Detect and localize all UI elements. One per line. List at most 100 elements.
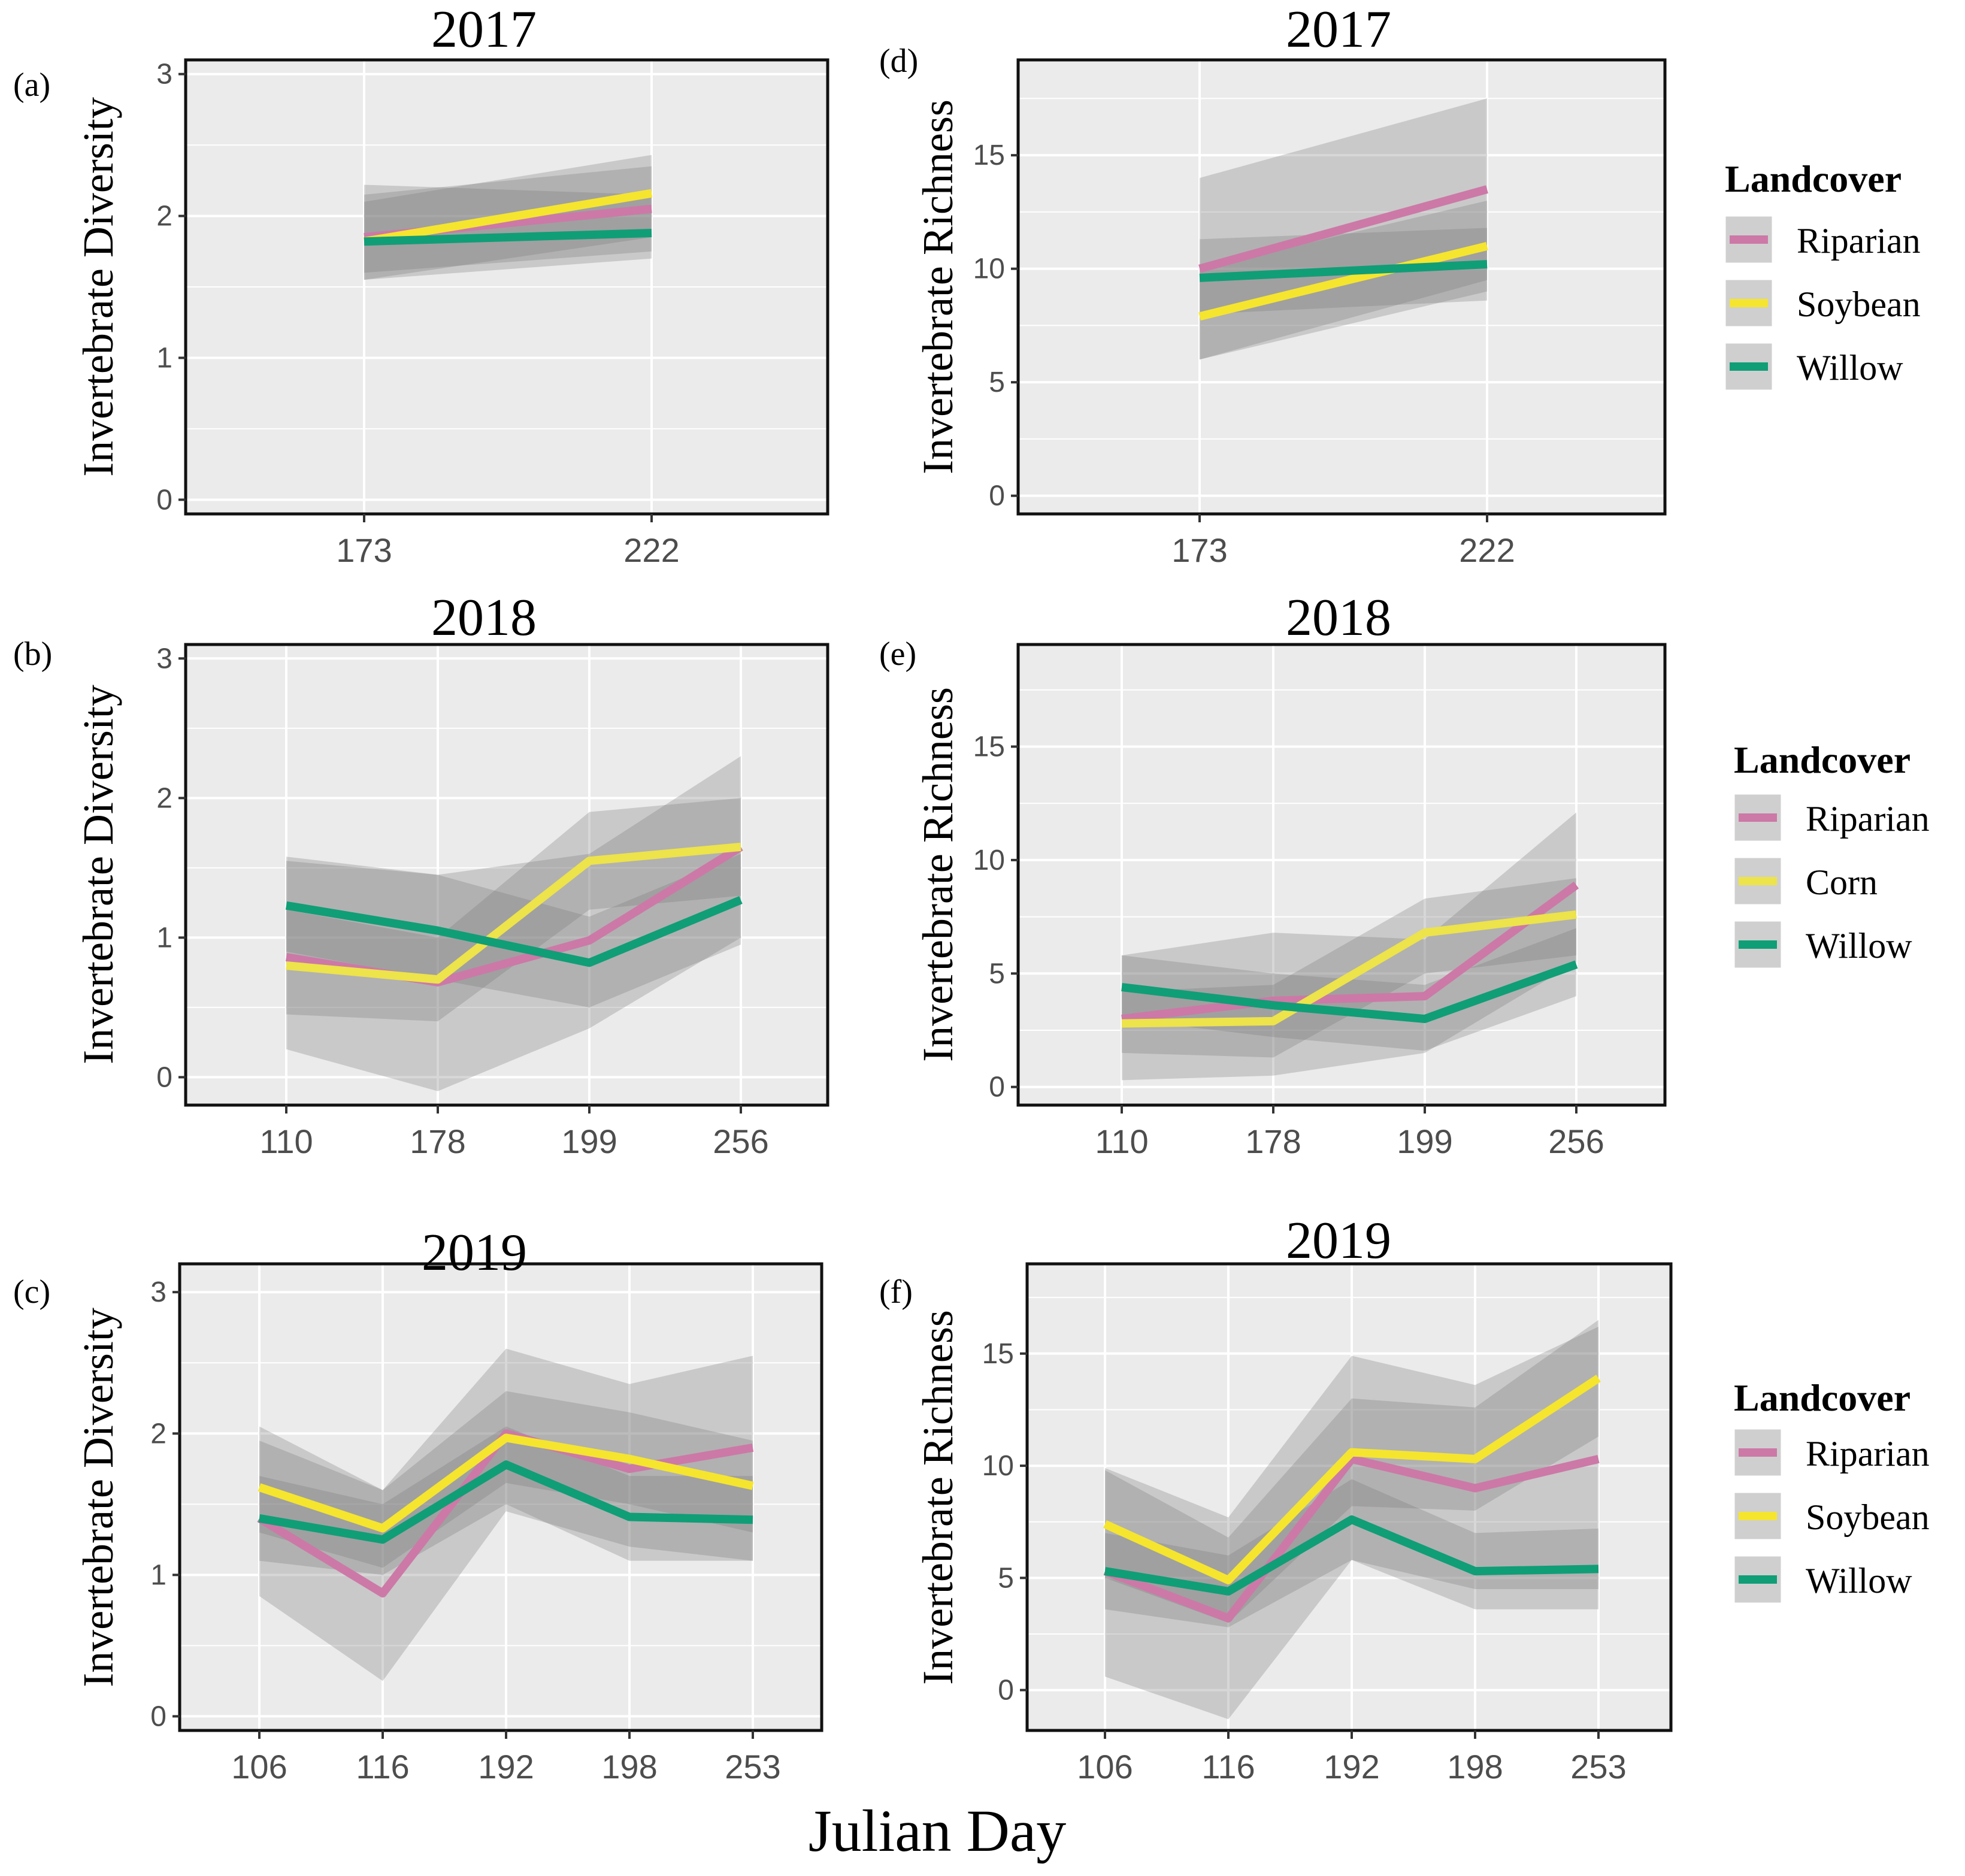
legend-1-title: Landcover <box>1725 158 1902 200</box>
panel-d-background <box>1018 60 1665 514</box>
panel-d-x-tick-label: 173 <box>1171 531 1227 569</box>
panel-b: 0 1 2 3 110 178 199 256 2018 (b) Invertebrate Dive… <box>13 589 829 1160</box>
panel-e-x-tick-label: 199 <box>1397 1122 1452 1160</box>
figure-x-axis-label: Julian Day <box>809 1798 1066 1864</box>
panel-f-y-tick-label: 10 <box>982 1450 1014 1482</box>
panel-e-x-tick-label: 256 <box>1548 1122 1604 1160</box>
panel-d-y-tick-label: 10 <box>973 253 1005 285</box>
panel-c-border <box>178 1262 823 1732</box>
panel-a-y-tick-label: 1 <box>156 342 172 374</box>
panel-f-y-tick-label: 0 <box>998 1675 1014 1706</box>
legend-1-item-soybean: Soybean <box>1797 285 1921 324</box>
panel-b-border <box>184 643 829 1107</box>
panel-a-y-tick-label: 2 <box>156 201 172 232</box>
panel-d-border <box>1016 58 1667 516</box>
panel-f-y-tick-label: 5 <box>998 1562 1014 1594</box>
panel-b-y-tick-label: 2 <box>156 782 172 814</box>
panel-d: 0 5 10 15 173 222 2017 (d) Invertebrate Richness <box>879 1 1667 569</box>
panel-d-line-willow <box>1199 260 1488 282</box>
panel-a-x-tick-label: 173 <box>336 531 392 569</box>
panel-a-line-willow <box>364 228 652 246</box>
legend-2-title: Landcover <box>1734 739 1910 781</box>
panel-b-x-tick-label: 110 <box>259 1122 313 1160</box>
panel-c-line-willow <box>258 1460 753 1544</box>
panel-e-y-tick-label: 10 <box>973 845 1005 876</box>
panel-b-y-tick-label: 0 <box>156 1061 172 1093</box>
panel-c-x-tick-label: 253 <box>725 1748 780 1786</box>
panel-d-y-tick-label: 0 <box>989 480 1005 512</box>
panel-e-title: 2018 <box>1286 589 1391 647</box>
panel-f-line-riparian <box>1103 1454 1600 1623</box>
legend-2: Landcover Riparian Corn Willow <box>1733 739 1930 970</box>
panel-e-y-tick-label: 0 <box>989 1072 1005 1103</box>
panel-e-ribbon-riparian <box>1122 812 1576 1081</box>
panel-e-y-tick-label: 15 <box>973 731 1005 762</box>
panel-f-background <box>1027 1264 1671 1730</box>
panel-f-line-soybean <box>1103 1375 1601 1585</box>
legend-2-item-willow: Willow <box>1806 926 1912 966</box>
panel-d-y-tick-label: 5 <box>989 367 1005 398</box>
panel-b-x-tick-label: 199 <box>561 1122 617 1160</box>
panel-d-line-soybean <box>1198 241 1488 321</box>
panel-c-x-tick-label: 116 <box>356 1748 409 1786</box>
panel-f-x-tick-label: 116 <box>1201 1748 1255 1786</box>
panel-f-line-willow <box>1104 1515 1599 1596</box>
panel-b-y-tick-label: 3 <box>156 643 172 674</box>
legend-3-item-willow: Willow <box>1806 1561 1912 1600</box>
panel-f-border <box>1025 1262 1673 1732</box>
panel-a-x-tick-label: 222 <box>623 531 679 569</box>
panel-d-line-riparian <box>1198 185 1488 273</box>
panel-c-line-soybean <box>258 1433 754 1533</box>
panel-e-background <box>1018 645 1665 1105</box>
panel-b-x-tick-label: 256 <box>713 1122 768 1160</box>
panel-d-title: 2017 <box>1286 1 1391 59</box>
panel-e-x-tick-label: 178 <box>1245 1122 1301 1160</box>
panel-b-line-willow <box>285 895 743 967</box>
panel-f-x-tick-label: 198 <box>1447 1748 1503 1786</box>
panel-c-title: 2019 <box>422 1224 527 1282</box>
legend-3-item-riparian: Riparian <box>1806 1434 1930 1473</box>
panel-b-y-axis-label: Invertebrate Diversity <box>74 685 122 1064</box>
panel-e-y-tick-label: 5 <box>989 958 1005 990</box>
panel-f: 0 5 10 15 106 116 192 198 253 2019 (f)Invertebrate… <box>879 1212 1673 1786</box>
legend-1-item-riparian: Riparian <box>1797 221 1921 261</box>
panel-e-line-corn <box>1121 910 1577 1028</box>
panel-b-x-tick-label: 178 <box>410 1122 465 1160</box>
legend-3-item-soybean: Soybean <box>1806 1497 1930 1537</box>
panel-f-label: (f) <box>879 1273 913 1311</box>
panel-b-title: 2018 <box>431 589 537 647</box>
panel-d-label: (d) <box>879 43 918 80</box>
panel-f-y-tick-label: 15 <box>982 1338 1014 1370</box>
panel-a-title: 2017 <box>431 1 537 59</box>
legend-2-item-corn: Corn <box>1806 863 1878 902</box>
panel-c-y-tick-label: 3 <box>150 1276 166 1308</box>
panel-c-y-axis-label: Invertebrate Diversity <box>74 1308 122 1687</box>
panel-c-line-riparian <box>257 1429 754 1598</box>
panel-e-line-willow <box>1121 960 1578 1024</box>
panel-c-label: (c) <box>13 1273 50 1311</box>
panel-f-y-axis-label: Invertebrate Richness <box>914 1310 962 1685</box>
panel-f-x-tick-label: 253 <box>1570 1748 1626 1786</box>
legend-1-item-willow: Willow <box>1797 348 1903 388</box>
panel-f-title: 2019 <box>1286 1212 1391 1270</box>
panel-f-ribbon-soybean <box>1105 1320 1598 1623</box>
panel-a-y-axis-label: Invertebrate Diversity <box>74 97 122 477</box>
panel-a-line-soybean <box>363 189 653 246</box>
panel-b-background <box>186 645 828 1105</box>
panel-e: 0 5 10 15 110 178 199 256 2018 (e) Invertebrate Ri… <box>879 589 1667 1160</box>
panel-e-line-riparian <box>1121 881 1579 1023</box>
panel-c-x-tick-label: 198 <box>601 1748 657 1786</box>
legend-1: Landcover Riparian Soybean Willow <box>1724 158 1921 392</box>
panel-c-x-tick-label: 106 <box>231 1748 287 1786</box>
panel-d-y-axis-label: Invertebrate Richness <box>914 99 962 474</box>
legend-3: Landcover Riparian Soybean Willow <box>1733 1376 1930 1605</box>
panel-c-ribbon-riparian <box>259 1348 753 1681</box>
panel-e-border <box>1016 643 1667 1107</box>
panel-b-line-corn <box>286 842 741 984</box>
panel-e-label: (e) <box>879 636 916 673</box>
panel-a: 0 1 2 3 173 222 2017 (a) Invertebrate Diversity <box>13 1 829 569</box>
panel-b-y-tick-label: 1 <box>156 922 172 954</box>
panel-c-y-tick-label: 0 <box>150 1700 166 1732</box>
panel-d-x-tick-label: 222 <box>1459 531 1515 569</box>
